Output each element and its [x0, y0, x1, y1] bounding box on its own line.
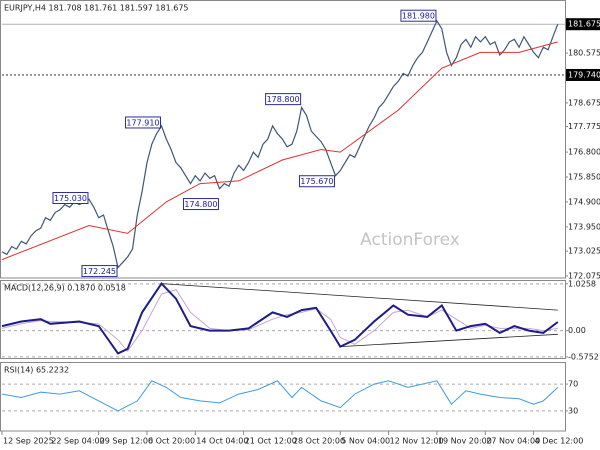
- x-tick-label: 28 Oct 20:00: [293, 437, 345, 446]
- indicator-line: [1, 282, 559, 355]
- x-tick-label: 12 Sep 2025: [3, 437, 54, 446]
- price-annotation: 175.670: [300, 177, 333, 186]
- price-annotation-box: [182, 198, 219, 211]
- level-tag: [566, 68, 600, 81]
- watermark: ActionForex: [360, 230, 460, 250]
- rsi-panel: [0, 362, 566, 432]
- price-annotation: 174.800: [184, 200, 217, 209]
- price-annotation-box: [81, 265, 118, 278]
- x-tick-label: 22 Sep 04:00: [51, 437, 104, 446]
- x-tick-label: 19 Nov 20:00: [438, 437, 492, 446]
- x-tick-label: 27 Nov 04:00: [486, 437, 540, 446]
- macd-panel: [0, 280, 566, 359]
- level-label: 179.740: [568, 70, 600, 79]
- trendline: [161, 283, 558, 311]
- price-annotation-box: [298, 175, 335, 188]
- y-tick-label: 174.900: [568, 197, 600, 206]
- rsi-title: RSI(14) 65.2232: [4, 366, 69, 375]
- y-tick-label: 70: [568, 380, 578, 389]
- price-annotation: 178.800: [267, 95, 300, 104]
- price-title: EURJPY,H4 181.708 181.761 181.597 181.67…: [4, 4, 189, 13]
- y-tick-label: 173.025: [568, 247, 600, 256]
- x-tick-label: 12 Nov 12:00: [390, 437, 444, 446]
- price-panel: [0, 0, 566, 279]
- price-annotation-box: [52, 192, 89, 205]
- current-price-tag: [566, 18, 600, 31]
- y-tick-label: 0.00: [568, 326, 586, 335]
- price-annotation: 181.980: [402, 12, 435, 21]
- y-tick-label: 176.800: [568, 148, 600, 157]
- x-tick-label: 21 Oct 12:00: [245, 437, 297, 446]
- x-tick-label: 29 Sep 12:00: [100, 437, 153, 446]
- price-annotation-box: [265, 93, 302, 106]
- trendline: [340, 333, 558, 347]
- y-tick-label: 175.850: [568, 173, 600, 182]
- y-tick-label: 1.0258: [568, 279, 596, 288]
- price-annotation-box: [400, 9, 437, 22]
- price-annotation: 172.245: [83, 267, 116, 276]
- price-annotation: 177.910: [126, 118, 159, 127]
- y-tick-label: -0.5752: [568, 352, 599, 361]
- x-tick-label: 14 Oct 04:00: [196, 437, 248, 446]
- y-tick-label: 177.775: [568, 122, 600, 131]
- moving-average: [1, 41, 558, 261]
- price-line: [1, 19, 559, 269]
- y-tick-label: 172.075: [568, 272, 600, 281]
- x-tick-label: 6 Oct 20:00: [148, 437, 195, 446]
- price-annotation: 175.030: [54, 194, 87, 203]
- y-tick-label: 30: [568, 406, 578, 415]
- current-price-label: 181.675: [568, 20, 600, 29]
- y-tick-label: 178.675: [568, 98, 600, 107]
- x-tick-label: 4 Dec 12:00: [535, 437, 584, 446]
- y-tick-label: 173.950: [568, 222, 600, 231]
- y-tick-label: 180.575: [568, 49, 600, 58]
- macd-title: MACD(12,26,9) 0.1870 0.0518: [4, 284, 126, 293]
- x-tick-label: 5 Nov 04:00: [341, 437, 390, 446]
- indicator-line: [1, 289, 558, 353]
- price-annotation-box: [124, 116, 161, 129]
- indicator-line: [1, 380, 559, 412]
